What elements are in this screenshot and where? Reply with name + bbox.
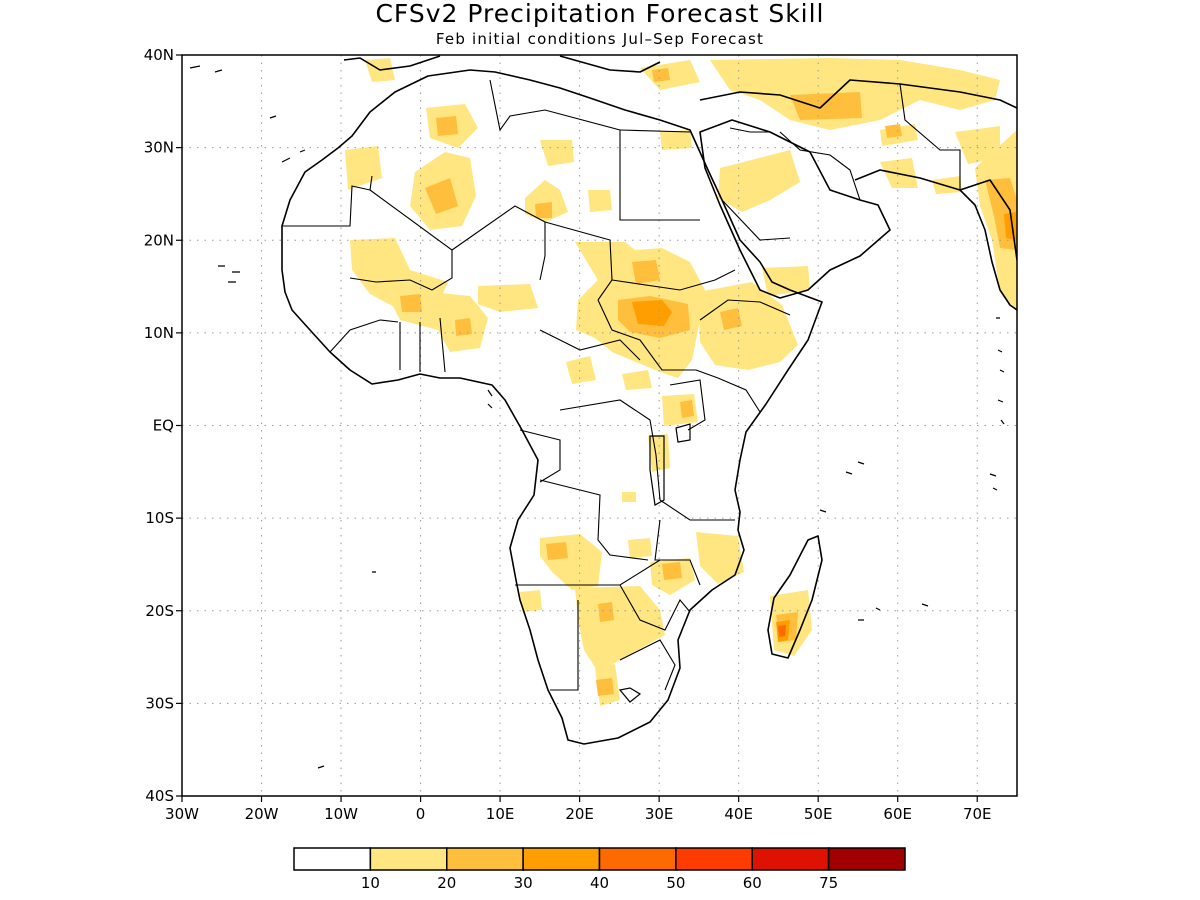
colorbar-swatch (598, 847, 677, 871)
colorbar-label: 30 (514, 874, 533, 892)
country-borders (282, 79, 961, 691)
colorbar-swatch (446, 847, 524, 871)
lon-tick-label: 10E (486, 805, 515, 823)
lat-tick-label: 40S (145, 787, 174, 805)
lat-tick-label: 30S (145, 694, 174, 712)
colorbar-label: 40 (590, 874, 609, 892)
colorbar: 10 20 30 40 50 60 75 (293, 847, 906, 892)
coastline (281, 55, 1017, 745)
lon-tick-labels: 30W 20W 10W 0 10E 20E 30E 40E 50E 60E 70E (165, 796, 992, 823)
colorbar-swatch (522, 847, 601, 871)
colorbar-label: 60 (743, 874, 762, 892)
map-title: CFSv2 Precipitation Forecast Skill (375, 0, 824, 28)
colorbar-label: 10 (361, 874, 380, 892)
lat-tick-label: 40N (144, 46, 174, 64)
colorbar-swatch (369, 847, 448, 871)
lon-tick-label: 0 (416, 805, 426, 823)
lat-tick-label: 10S (145, 509, 174, 527)
colorbar-boxes (293, 847, 906, 871)
lon-tick-label: 30E (645, 805, 674, 823)
lon-tick-label: 70E (963, 805, 992, 823)
islands (189, 65, 1005, 769)
colorbar-swatch (293, 847, 372, 871)
lat-tick-label: 10N (144, 324, 174, 342)
lon-tick-label: 50E (804, 805, 833, 823)
europe-asia-coastline (343, 55, 1017, 261)
india-coastline (959, 189, 1017, 311)
lat-tick-label: 30N (144, 139, 174, 157)
lat-tick-label: EQ (153, 417, 174, 435)
madagascar-coastline (767, 535, 823, 659)
skill-shading-40-50 (778, 625, 786, 637)
colorbar-label: 50 (666, 874, 685, 892)
arabia-coastline (699, 119, 891, 299)
map-plot-area (182, 55, 1017, 796)
colorbar-label: 75 (819, 874, 838, 892)
map-subtitle: Feb initial conditions Jul–Sep Forecast (436, 30, 764, 48)
colorbar-label: 20 (437, 874, 456, 892)
africa-coastline (281, 69, 823, 745)
lon-tick-label: 30W (165, 805, 199, 823)
lat-tick-label: 20N (144, 231, 174, 249)
colorbar-swatch (751, 847, 830, 871)
lat-tick-labels: 40N 30N 20N 10N EQ 10S 20S 30S 40S (144, 46, 182, 805)
lon-tick-label: 10W (324, 805, 358, 823)
colorbar-swatch (827, 847, 906, 871)
lon-tick-label: 40E (724, 805, 753, 823)
lon-tick-label: 20E (565, 805, 594, 823)
colorbar-labels: 10 20 30 40 50 60 75 (361, 874, 838, 892)
lon-tick-label: 20W (245, 805, 279, 823)
lat-tick-label: 20S (145, 602, 174, 620)
lon-tick-label: 60E (883, 805, 912, 823)
colorbar-swatch (675, 847, 753, 871)
